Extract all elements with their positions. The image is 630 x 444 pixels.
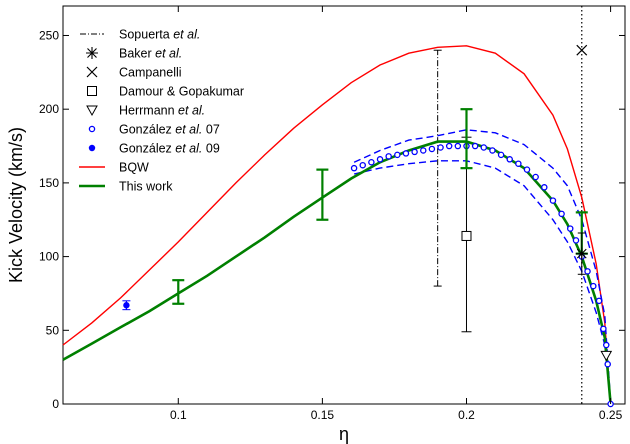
gonzalez07-point [506,156,513,163]
gonzalez07-point [595,297,603,305]
gonzalez07-band-lower [353,160,612,405]
gonzalez07-point [437,144,444,151]
legend-label: This work [119,180,173,194]
gonzalez07-point [584,268,591,275]
gonzalez07-point [350,164,358,172]
legend-label-text: Campanelli [119,66,182,80]
x-tick-label: 0.1 [170,408,187,422]
gonzalez07-point [454,142,462,150]
y-tick-label: 200 [39,102,59,116]
legend-label: Herrmann et al. [119,104,205,118]
gonzalez07-point [600,325,607,333]
legend-entry-baker: Baker et al. [86,47,182,61]
legend-label-text: Herrmann [119,104,178,118]
x-axis-title: η [339,424,349,444]
axis-ticks: 0.1 0.15 0.2 0.25 0 50 100 150 200 250 [39,6,625,422]
legend-swatch [88,144,96,152]
damour-marker [461,230,472,241]
legend-label-italic: et al. [173,28,200,42]
gonzalez07-point [532,173,539,181]
legend-swatch [86,105,98,117]
legend-label-suffix: 09 [202,142,219,156]
legend-label: Baker et al. [119,47,182,61]
legend-label-text: BQW [119,161,149,175]
legend-swatch [87,86,97,96]
legend: Sopuerta et al.Baker et al.CampanelliDam… [79,28,244,194]
legend-label-text: Sopuerta [119,28,173,42]
legend-label: BQW [119,161,149,175]
legend-label-italic: et al. [178,104,205,118]
gonzalez07-point [402,150,410,157]
y-tick-label: 0 [52,397,59,411]
gonzalez07-point [368,159,375,166]
y-tick-label: 150 [39,176,59,190]
y-tick-label: 50 [46,323,60,337]
legend-swatch [88,125,96,133]
gonzalez07-point [541,184,548,191]
gonzalez07-point [590,282,597,290]
gonzalez07-point [420,147,427,154]
legend-entry-thiswork: This work [79,180,173,194]
plot-frame [62,5,626,405]
legend-label-text: Damour & Gopakumar [119,85,244,99]
legend-entry-sopuerta: Sopuerta et al. [80,28,200,42]
legend-entry-bqw: BQW [79,161,149,175]
legend-label: Damour & Gopakumar [119,85,244,99]
gonzalez07-point [572,237,580,244]
gonzalez07-point [523,166,531,173]
x-tick-label: 0.25 [599,408,623,422]
gonzalez07-point [445,142,453,150]
legend-label-italic: et al. [175,142,202,156]
gonzalez07-point [603,341,610,349]
gonzalez07-point [376,156,384,163]
legend-label: Sopuerta et al. [119,28,200,42]
gonzalez07-point [497,151,505,159]
gonzalez07-band-upper [353,129,612,402]
legend-label: González et al. 07 [119,123,220,137]
y-tick-label: 100 [39,250,59,264]
legend-entry-damour: Damour & Gopakumar [87,85,244,99]
legend-label-suffix: 07 [202,123,219,137]
bqw-line [62,45,612,405]
legend-entry-gonzalez07: González et al. 07 [88,123,220,137]
gonzalez07-point [549,197,557,204]
herrmann-marker [600,350,613,362]
gonzalez07-point [480,144,488,151]
gonzalez07-point [428,145,436,153]
legend-label-text: González [119,123,175,137]
baker-marker [575,247,588,260]
gonzalez07-point [394,151,401,159]
gonzalez07-point [558,210,565,218]
legend-label: González et al. 09 [119,142,220,156]
legend-label-text: This work [119,180,173,194]
legend-entry-gonzalez09: González et al. 09 [88,142,220,156]
legend-label: Campanelli [119,66,182,80]
gonzalez07-point [411,148,418,156]
y-tick-label: 250 [39,28,59,42]
gonzalez07-point [566,225,574,232]
legend-entry-herrmann: Herrmann et al. [86,104,205,118]
legend-label-text: Baker [119,47,155,61]
gonzalez07-point [359,161,366,169]
gonzalez07-point [489,147,496,154]
gonzalez07-point [515,160,522,167]
plot-area [62,6,614,408]
legend-entry-campanelli: Campanelli [86,66,182,80]
legend-swatch [86,66,98,78]
legend-swatch [86,47,98,59]
gonzalez09-point [123,302,130,309]
legend-label-italic: et al. [175,123,202,137]
x-tick-label: 0.2 [458,408,475,422]
legend-label-italic: et al. [155,47,182,61]
y-axis-title: Kick Velocity (km/s) [6,127,26,283]
gonzalez07-point [471,142,479,150]
x-tick-label: 0.15 [311,408,335,422]
gonzalez07-point [604,360,611,368]
gonzalez07-point [385,153,392,160]
campanelli-marker [576,44,588,56]
legend-label-text: González [119,142,175,156]
